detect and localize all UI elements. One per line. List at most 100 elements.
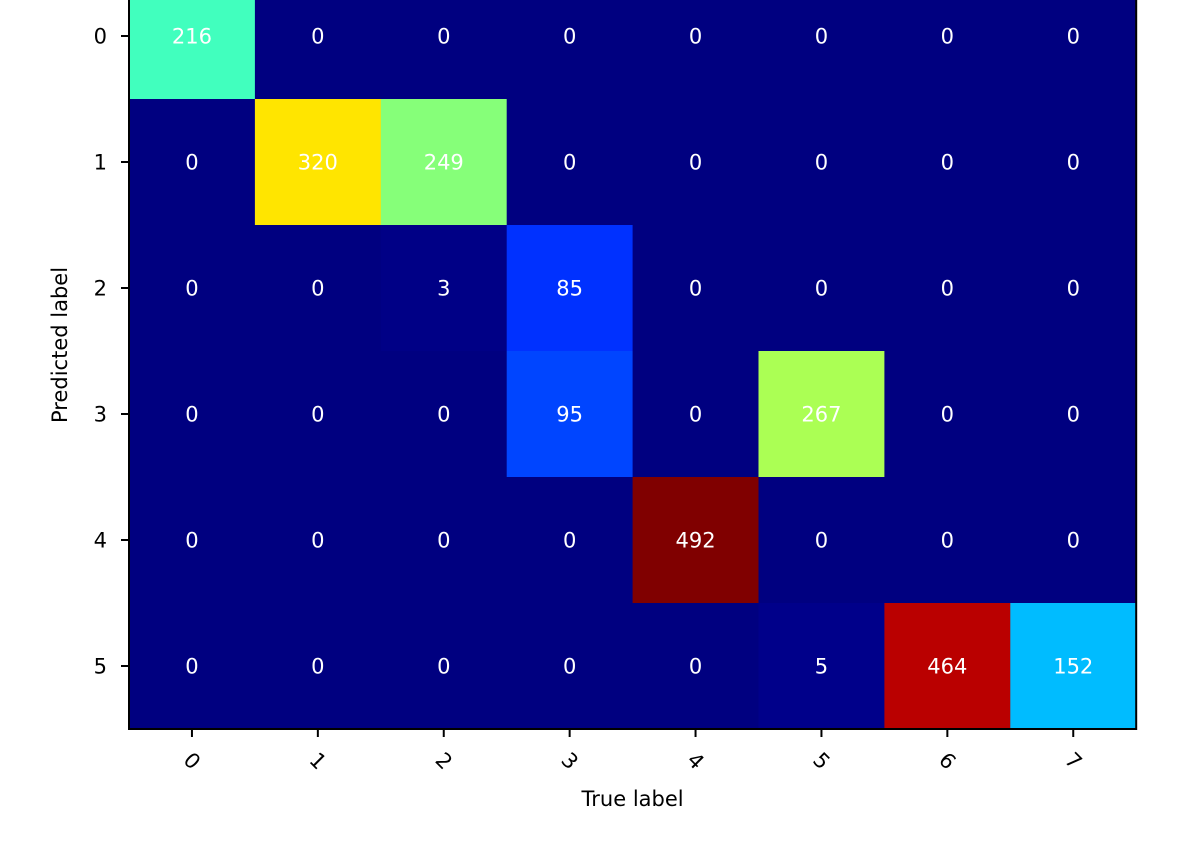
x-axis-title: True label (581, 787, 684, 811)
x-axis: 0 1 2 3 4 5 6 7 (179, 729, 1086, 774)
heatmap-cell (1010, 603, 1137, 730)
cell-value-label: 0 (1067, 403, 1080, 427)
heatmap-cell (1010, 225, 1137, 352)
heatmap-cell (129, 225, 256, 352)
heatmap-cell (632, 477, 760, 604)
cell-value-label: 0 (311, 529, 324, 553)
cell-value-label: 0 (1067, 277, 1080, 301)
cell-value-label: 0 (941, 25, 954, 49)
heatmap-cell (632, 99, 760, 226)
heatmap-cell (380, 225, 508, 352)
cell-value-label: 152 (1053, 655, 1093, 679)
y-tick-label: 3 (94, 403, 107, 427)
x-tick-label: 4 (682, 748, 708, 774)
heatmap-cell (129, 603, 256, 730)
cell-value-label: 0 (311, 277, 324, 301)
heatmap-cell (254, 603, 382, 730)
cell-value-label: 5 (815, 655, 828, 679)
heatmap-cell (506, 99, 634, 226)
cell-value-label: 0 (437, 403, 450, 427)
cell-value-label: 0 (815, 25, 828, 49)
cell-value-label: 95 (556, 403, 583, 427)
heatmap-cell (758, 225, 885, 352)
heatmap-cell (380, 0, 508, 100)
cell-value-label: 0 (185, 529, 198, 553)
x-tick-label: 7 (1060, 748, 1086, 774)
y-axis: 0 1 2 3 4 5 (94, 25, 129, 679)
y-axis-title: Predicted label (48, 267, 72, 423)
heatmap-cell (129, 0, 256, 100)
heatmap-cell (758, 99, 885, 226)
cell-value-label: 0 (563, 151, 576, 175)
heatmap-cell (506, 477, 634, 604)
heatmap-cell (884, 603, 1011, 730)
cell-value-label: 0 (185, 277, 198, 301)
heatmap-cell (884, 0, 1011, 100)
cell-value-label: 0 (689, 277, 702, 301)
heatmap-cell (632, 225, 760, 352)
heatmap-cell (1010, 351, 1137, 478)
heatmap-cell (380, 351, 508, 478)
heatmap-cell (506, 351, 634, 478)
heatmap-cell (254, 477, 382, 604)
heatmap-cell (254, 351, 382, 478)
heatmap-cell (129, 477, 256, 604)
cell-value-label: 3 (437, 277, 450, 301)
cell-value-label: 0 (815, 277, 828, 301)
cell-value-label: 0 (941, 151, 954, 175)
cell-value-label: 0 (815, 151, 828, 175)
heatmap-cell (758, 0, 885, 100)
x-tick-label: 0 (179, 748, 205, 774)
cell-value-label: 492 (676, 529, 716, 553)
cell-value-label: 464 (927, 655, 967, 679)
cell-value-label: 0 (437, 25, 450, 49)
cell-value-label: 0 (689, 403, 702, 427)
heatmap-cell-labels: 216 0 0 0 0 0 0 0 0 320 249 0 0 0 0 0 0 0 3 85 0 0 0 0 0 0 0 95 0 267… (172, 25, 1093, 679)
heatmap-cells (129, 0, 1137, 730)
heatmap-cell (380, 603, 508, 730)
cell-value-label: 267 (801, 403, 841, 427)
heatmap-cell (632, 351, 760, 478)
heatmap-cell (758, 351, 885, 478)
cell-value-label: 0 (1067, 25, 1080, 49)
plot-frame (128, 0, 1138, 730)
x-tick-label: 1 (305, 748, 331, 774)
heatmap-cell (380, 99, 508, 226)
heatmap-cell (254, 225, 382, 352)
cell-value-label: 0 (563, 25, 576, 49)
heatmap-cell (506, 225, 634, 352)
heatmap-cell (380, 477, 508, 604)
cell-value-label: 0 (437, 655, 450, 679)
cell-value-label: 0 (311, 403, 324, 427)
x-tick-label: 5 (808, 748, 834, 774)
cell-value-label: 0 (563, 529, 576, 553)
heatmap-cell (758, 477, 885, 604)
y-tick-label: 4 (94, 529, 107, 553)
cell-value-label: 0 (185, 403, 198, 427)
y-tick-label: 5 (94, 655, 107, 679)
heatmap-cell (254, 0, 382, 100)
cell-value-label: 0 (941, 277, 954, 301)
cell-value-label: 0 (311, 25, 324, 49)
cell-value-label: 0 (311, 655, 324, 679)
heatmap-cell (632, 0, 760, 100)
y-tick-label: 2 (94, 277, 107, 301)
heatmap-cell (1010, 0, 1137, 100)
heatmap-cell (884, 225, 1011, 352)
heatmap-cell (884, 477, 1011, 604)
cell-value-label: 249 (424, 151, 464, 175)
cell-value-label: 0 (1067, 151, 1080, 175)
heatmap-cell (129, 351, 256, 478)
heatmap-cell (884, 99, 1011, 226)
cell-value-label: 216 (172, 25, 212, 49)
cell-value-label: 0 (185, 655, 198, 679)
cell-value-label: 0 (815, 529, 828, 553)
cell-value-label: 0 (185, 151, 198, 175)
x-tick-label: 6 (934, 748, 960, 774)
x-tick-label: 3 (556, 748, 582, 774)
heatmap-cell (506, 0, 634, 100)
heatmap-cell (129, 99, 256, 226)
heatmap-cell (632, 603, 760, 730)
cell-value-label: 85 (556, 277, 583, 301)
